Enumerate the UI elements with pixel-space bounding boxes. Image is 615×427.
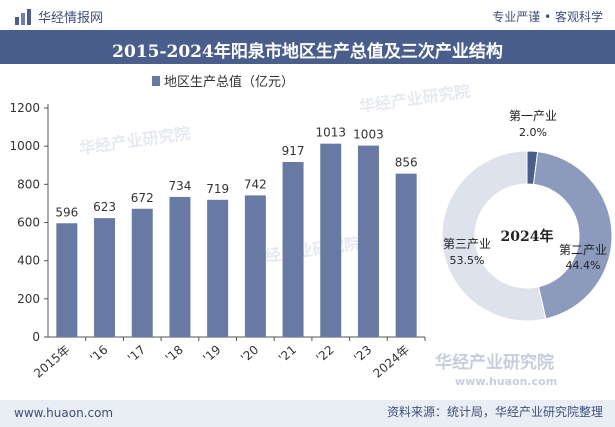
watermark-text: 华经产业研究院: [435, 352, 554, 373]
watermark-url: www.huaon.com: [455, 375, 557, 388]
footer-website[interactable]: www.huaon.com: [14, 406, 114, 420]
donut-slice-label: 第一产业: [509, 109, 557, 123]
x-tick-label: '16: [87, 343, 110, 366]
x-tick-label: '21: [276, 343, 299, 366]
bar: [244, 195, 266, 337]
x-tick-label: '17: [125, 343, 148, 366]
y-tick-label: 200: [17, 292, 40, 306]
donut-slice: [441, 150, 547, 322]
bar-value-label: 856: [395, 156, 418, 170]
x-tick-label: '18: [163, 343, 186, 366]
watermark-text: 华经产业研究院: [78, 124, 192, 158]
bar-value-label: 596: [55, 205, 78, 219]
brand-name: 华经情报网: [38, 11, 104, 26]
y-tick-label: 800: [17, 177, 40, 191]
donut-chart: 2024年 第一产业 2.0% 第二产业 44.4% 第三产业 53.5%: [441, 109, 613, 322]
brand[interactable]: 华经情报网: [14, 7, 103, 26]
x-tick-label: '22: [313, 343, 336, 366]
bar: [131, 208, 153, 337]
bar-series: 地区生产总值（亿元） 0 200 400 600 800 1000 1200 596 2015年 6…: [9, 74, 426, 381]
bar-value-label: 742: [244, 177, 267, 191]
donut-slice: [532, 151, 613, 320]
bar-value-label: 672: [131, 191, 154, 205]
donut-slice-label: 第二产业: [559, 243, 607, 257]
bar: [207, 199, 229, 337]
donut-slice-value: 2.0%: [519, 126, 547, 139]
logo-icon: [15, 8, 31, 25]
donut-slice-value: 53.5%: [450, 254, 485, 267]
donut-slice-value: 44.4%: [566, 259, 601, 272]
x-tick-label: 2024年: [370, 343, 412, 381]
x-tick-label: 2015年: [31, 343, 73, 381]
bar: [320, 143, 342, 337]
y-tick-label: 0: [32, 330, 40, 344]
top-bar: 华经情报网 专业严谨 • 客观科学: [0, 0, 615, 30]
footer-source: 资料来源：统计局，华经产业研究院整理: [386, 405, 603, 419]
bar: [94, 218, 116, 337]
bar: [395, 173, 417, 337]
y-tick-label: 1000: [9, 139, 40, 153]
chart-area: 华经产业研究院 华经产业研究院 华经产业研究院 地区生产总值（亿元） 0 200 40…: [9, 74, 613, 388]
bar: [56, 223, 78, 337]
title-band: [0, 30, 615, 64]
bar: [169, 196, 191, 337]
footer: www.huaon.com 资料来源：统计局，华经产业研究院整理: [0, 400, 615, 427]
legend-swatch: [152, 76, 160, 86]
bar-value-label: 1003: [353, 128, 384, 142]
y-tick-label: 400: [17, 254, 40, 268]
donut-slice-label: 第三产业: [443, 237, 491, 251]
chart-title: 2015-2024年阳泉市地区生产总值及三次产业结构: [112, 42, 503, 62]
bar-value-label: 734: [168, 179, 191, 193]
x-tick-label: '23: [351, 343, 374, 366]
bar-value-label: 917: [282, 144, 305, 158]
slogan: 专业严谨 • 客观科学: [492, 10, 603, 24]
y-tick-label: 600: [17, 216, 40, 230]
bar-value-label: 623: [93, 200, 116, 214]
bar: [282, 162, 304, 337]
donut-center-label: 2024年: [501, 228, 554, 245]
bar: [357, 145, 379, 337]
watermark-text: 华经产业研究院: [358, 82, 472, 116]
y-tick-label: 1200: [9, 101, 40, 115]
bar-value-label: 719: [206, 182, 229, 196]
bar-value-label: 1013: [315, 126, 346, 140]
legend-label: 地区生产总值（亿元）: [164, 74, 294, 90]
x-tick-label: '20: [238, 343, 261, 366]
x-tick-label: '19: [200, 343, 223, 366]
